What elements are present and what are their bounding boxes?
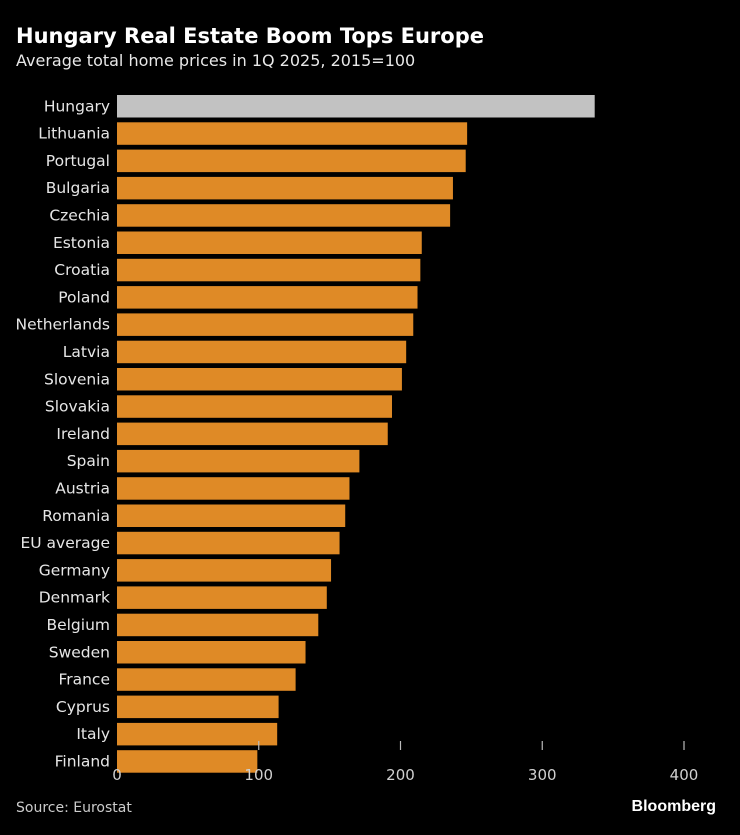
- bar-slovenia: [117, 368, 402, 391]
- bloomberg-logo: Bloomberg: [631, 798, 716, 815]
- category-label: Slovenia: [44, 370, 110, 388]
- category-label: Austria: [55, 479, 110, 497]
- category-label: Netherlands: [16, 316, 110, 334]
- bar-cyprus: [117, 695, 279, 719]
- x-tick-label: 400: [670, 766, 699, 784]
- category-label: Bulgaria: [46, 179, 110, 197]
- bar-estonia: [117, 231, 422, 254]
- bar-poland: [117, 286, 418, 309]
- bar-germany: [117, 559, 332, 582]
- x-tick-label: 100: [244, 766, 273, 784]
- category-label: Estonia: [53, 234, 110, 252]
- category-label: EU average: [20, 534, 110, 552]
- category-label: Lithuania: [38, 125, 110, 143]
- bar-france: [117, 668, 296, 691]
- bar-czechia: [117, 204, 451, 227]
- category-label: Romania: [42, 507, 110, 525]
- category-label: Slovakia: [45, 398, 110, 416]
- category-label: Cyprus: [56, 698, 110, 716]
- bar-portugal: [117, 149, 466, 173]
- bar-bulgaria: [117, 176, 453, 200]
- category-label: France: [58, 671, 110, 689]
- category-label: Spain: [67, 452, 110, 470]
- bar-ireland: [117, 422, 388, 446]
- category-label: Hungary: [44, 97, 110, 115]
- category-label: Latvia: [63, 343, 110, 361]
- category-label: Denmark: [39, 589, 110, 607]
- bar-latvia: [117, 340, 407, 364]
- bar-slovakia: [117, 395, 392, 418]
- x-tick-label: 300: [528, 766, 557, 784]
- category-label: Germany: [39, 561, 110, 579]
- x-tick-label: 200: [386, 766, 415, 784]
- category-label: Italy: [76, 725, 110, 743]
- category-label: Finland: [55, 752, 110, 770]
- chart-title: Hungary Real Estate Boom Tops Europe: [16, 24, 484, 48]
- category-label: Croatia: [54, 261, 110, 279]
- bar-belgium: [117, 613, 319, 637]
- bar-sweden: [117, 641, 306, 664]
- category-label: Ireland: [56, 425, 110, 443]
- bar-italy: [117, 722, 278, 746]
- x-tick-label: 0: [112, 766, 122, 784]
- bar-austria: [117, 477, 350, 500]
- bar-finland: [117, 750, 258, 773]
- chart-subtitle: Average total home prices in 1Q 2025, 20…: [16, 51, 416, 70]
- category-label: Poland: [58, 288, 110, 306]
- source-note: Source: Eurostat: [16, 800, 132, 816]
- bar-croatia: [117, 258, 421, 282]
- category-label: Sweden: [49, 643, 110, 661]
- bar-lithuania: [117, 122, 468, 145]
- bar-hungary: [117, 95, 595, 118]
- category-label: Czechia: [49, 206, 110, 224]
- bar-spain: [117, 449, 360, 473]
- bar-romania: [117, 504, 346, 527]
- bar-eu-average: [117, 531, 340, 555]
- category-label: Portugal: [46, 152, 110, 170]
- bar-netherlands: [117, 313, 414, 336]
- bar-denmark: [117, 586, 327, 609]
- category-label: Belgium: [46, 616, 110, 634]
